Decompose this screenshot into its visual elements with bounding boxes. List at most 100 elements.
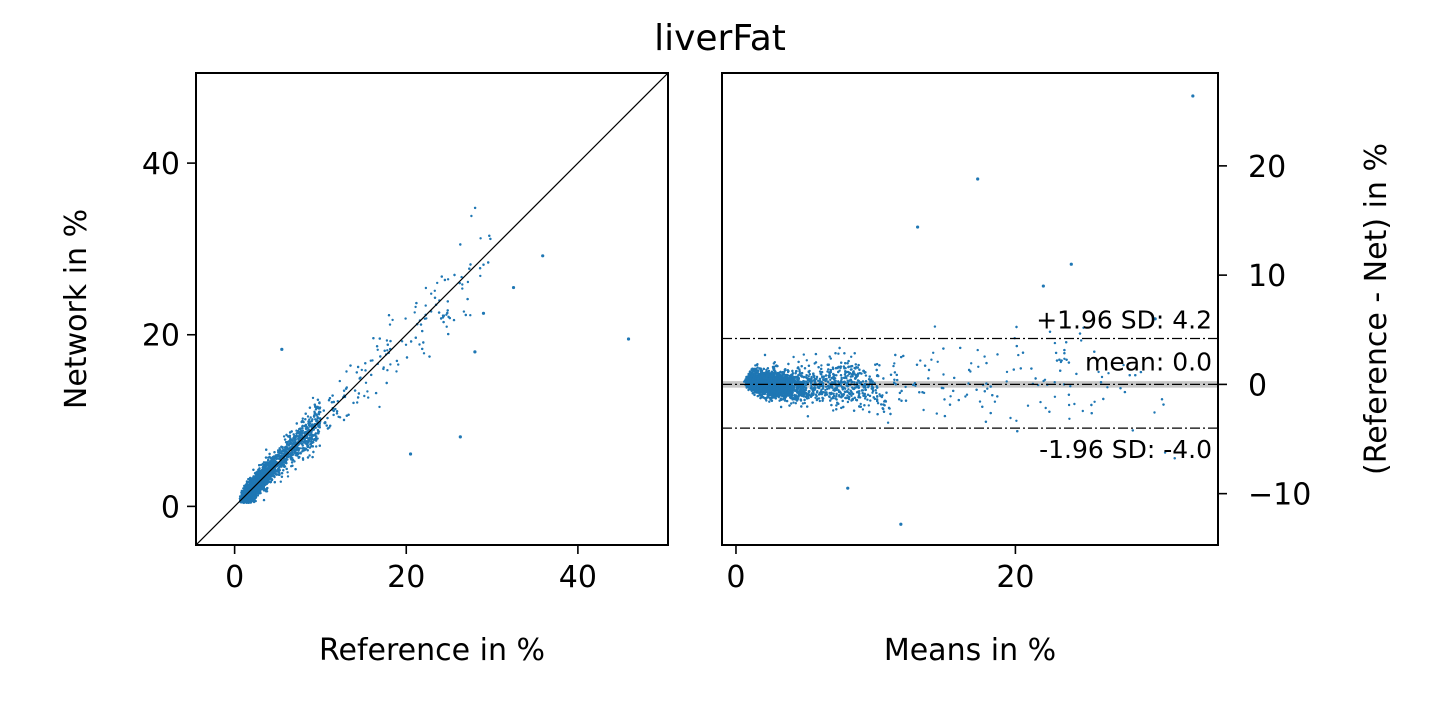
data-point — [489, 237, 492, 241]
data-point — [314, 426, 317, 429]
data-point — [409, 340, 413, 343]
data-point — [304, 412, 307, 415]
data-point — [442, 320, 445, 324]
data-point — [352, 401, 355, 405]
data-point — [437, 311, 441, 314]
data-point — [308, 446, 312, 449]
data-point — [282, 461, 285, 464]
data-point — [291, 458, 295, 462]
data-point — [265, 464, 268, 468]
data-point — [268, 452, 271, 456]
data-point — [311, 441, 314, 444]
data-point — [268, 475, 271, 478]
data-point — [306, 445, 310, 449]
data-point — [273, 471, 276, 474]
data-point — [244, 498, 248, 501]
data-point — [309, 442, 312, 446]
data-point — [298, 455, 301, 459]
data-point — [461, 283, 464, 286]
data-point — [298, 427, 302, 430]
data-point — [413, 311, 416, 314]
data-point — [414, 336, 417, 339]
data-point — [240, 494, 243, 498]
data-point — [265, 448, 268, 451]
data-point — [308, 454, 311, 457]
data-point — [242, 498, 246, 502]
data-point — [284, 461, 287, 464]
data-point — [285, 467, 288, 471]
data-point — [469, 263, 472, 266]
data-point — [264, 470, 268, 473]
data-point — [300, 420, 303, 424]
data-point — [428, 355, 431, 358]
data-point — [446, 278, 450, 281]
data-point — [395, 359, 399, 363]
data-point — [293, 451, 297, 454]
data-point — [265, 487, 268, 491]
data-point — [386, 369, 389, 372]
data-point — [314, 437, 318, 440]
data-point — [421, 329, 424, 333]
data-point — [253, 499, 257, 503]
data-point — [299, 451, 302, 454]
data-point — [433, 296, 437, 299]
data-point — [316, 417, 320, 420]
data-point — [315, 420, 318, 423]
data-point — [312, 450, 315, 454]
data-point — [318, 406, 322, 409]
data-point — [306, 415, 310, 418]
data-point — [297, 449, 300, 452]
data-point — [252, 492, 256, 495]
data-point — [364, 381, 368, 384]
data-point — [366, 390, 369, 393]
data-point — [284, 448, 287, 451]
data-point — [278, 447, 281, 450]
data-point — [266, 475, 269, 478]
data-point — [288, 435, 291, 439]
data-point — [293, 435, 296, 438]
data-point — [295, 445, 298, 448]
data-point — [301, 457, 305, 460]
data-point — [344, 387, 348, 390]
data-point — [273, 458, 276, 462]
data-point — [447, 332, 450, 336]
data-point — [442, 314, 446, 317]
data-point — [250, 485, 254, 488]
data-point — [418, 343, 421, 346]
data-point — [253, 479, 256, 483]
data-point — [292, 442, 295, 445]
data-point — [414, 305, 417, 309]
data-point — [374, 391, 378, 395]
data-point — [305, 442, 308, 445]
correlation-points — [238, 206, 631, 505]
data-point — [383, 349, 386, 352]
data-point — [269, 456, 272, 460]
data-point — [422, 352, 426, 355]
data-point — [286, 471, 289, 474]
data-point — [479, 237, 482, 240]
data-point — [290, 454, 293, 457]
data-point — [364, 362, 367, 365]
data-point — [255, 480, 258, 484]
data-point — [371, 359, 374, 362]
data-point — [386, 349, 389, 352]
data-point — [314, 412, 317, 415]
data-point — [254, 476, 258, 479]
data-point — [459, 243, 462, 246]
data-point — [385, 381, 388, 385]
data-point — [243, 489, 247, 492]
data-point — [315, 435, 318, 438]
data-point — [332, 413, 335, 417]
data-point — [308, 418, 311, 421]
data-point — [280, 475, 284, 478]
data-point — [389, 339, 392, 343]
data-point — [319, 417, 322, 420]
data-point — [375, 345, 379, 348]
data-point — [260, 473, 263, 477]
data-point — [379, 355, 382, 358]
data-point — [478, 267, 482, 270]
data-point — [389, 363, 392, 366]
data-point — [248, 500, 252, 504]
data-point — [391, 318, 394, 322]
data-point — [311, 424, 314, 427]
